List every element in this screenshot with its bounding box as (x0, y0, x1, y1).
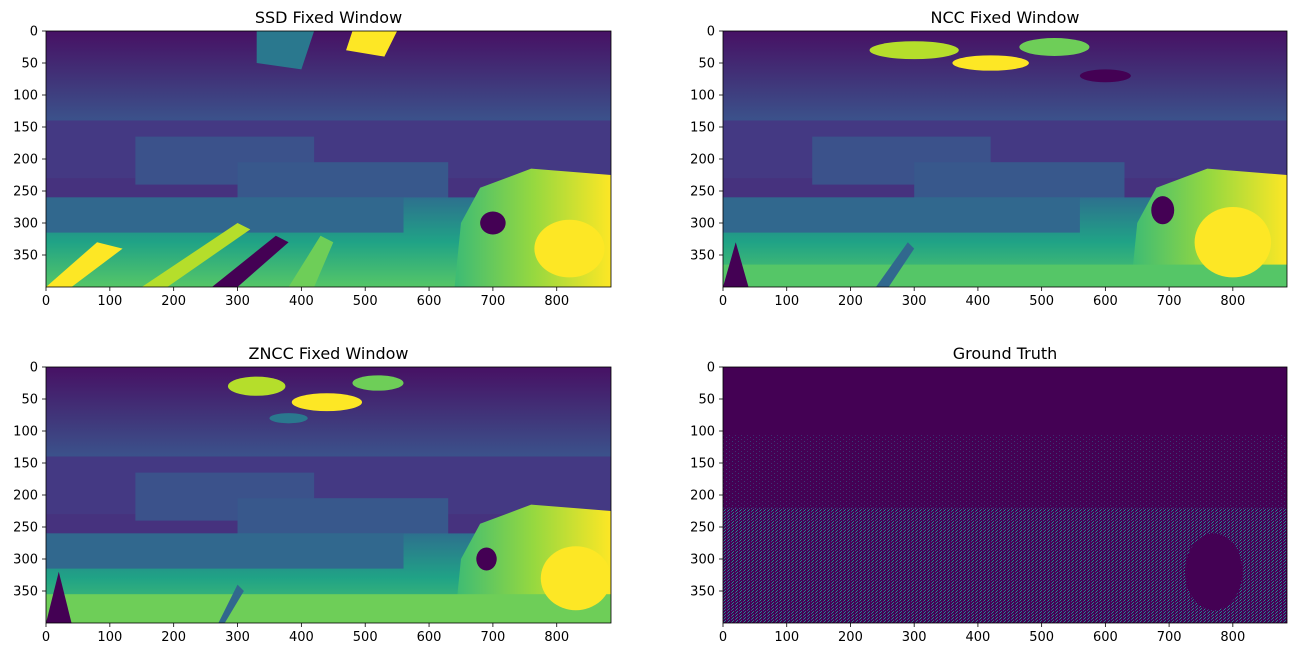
ncc-fixed-window-x-tick-label: 0 (719, 294, 727, 309)
ssd-fixed-window-y-tick-label: 150 (13, 121, 38, 136)
ground-truth-y-tick-label: 250 (690, 521, 715, 536)
zncc-fixed-window-y-tick-label: 0 (30, 361, 38, 376)
ground-truth-y-tick-label: 350 (690, 585, 715, 600)
zncc-fixed-window-x-tick-label: 800 (544, 630, 569, 645)
ncc-fixed-window-y-tick-label: 50 (698, 57, 715, 72)
ncc-fixed-window-x-tick-label: 300 (902, 294, 927, 309)
ssd-fixed-window-x-tick-label: 300 (225, 294, 250, 309)
ncc-fixed-window-x-tick-label: 400 (966, 294, 991, 309)
ground-truth-y-tick-label: 100 (690, 425, 715, 440)
ground-truth-x-tick-label: 0 (719, 630, 727, 645)
ground-truth-y-tick-label: 50 (698, 393, 715, 408)
zncc-fixed-window-y-tick-label: 250 (13, 521, 38, 536)
zncc-fixed-window-disparity-image (46, 367, 611, 623)
ncc-fixed-window-y-tick-label: 150 (690, 121, 715, 136)
ssd-fixed-window-y-tick-label: 100 (13, 89, 38, 104)
ncc-fixed-window-disparity-image (723, 31, 1287, 287)
zncc-fixed-window-x-tick-label: 600 (417, 630, 442, 645)
ssd-fixed-window-x-tick-label: 600 (417, 294, 442, 309)
ssd-fixed-window-x-tick-label: 400 (289, 294, 314, 309)
ssd-fixed-window-x-tick-label: 100 (97, 294, 122, 309)
ssd-fixed-window-y-tick-label: 200 (13, 153, 38, 168)
ncc-fixed-window-title: NCC Fixed Window (930, 8, 1079, 27)
ground-truth-disparity-image (723, 367, 1287, 623)
ssd-fixed-window-y-tick-label: 50 (21, 57, 38, 72)
zncc-fixed-window-x-tick-label: 400 (289, 630, 314, 645)
ground-truth-x-tick-label: 400 (966, 630, 991, 645)
ssd-fixed-window-x-tick-label: 500 (353, 294, 378, 309)
zncc-fixed-window-y-tick-label: 200 (13, 489, 38, 504)
ncc-fixed-window-y-tick-label: 350 (690, 249, 715, 264)
ssd-fixed-window-x-tick-label: 800 (544, 294, 569, 309)
zncc-fixed-window-x-tick-label: 200 (161, 630, 186, 645)
ssd-fixed-window-title: SSD Fixed Window (255, 8, 402, 27)
ground-truth-y-tick-label: 300 (690, 553, 715, 568)
ssd-fixed-window-y-tick-label: 350 (13, 249, 38, 264)
ncc-fixed-window-x-tick-label: 500 (1029, 294, 1054, 309)
zncc-fixed-window-x-tick-label: 0 (42, 630, 50, 645)
ncc-fixed-window-x-tick-label: 600 (1093, 294, 1118, 309)
zncc-fixed-window-y-tick-label: 50 (21, 393, 38, 408)
zncc-fixed-window-x-tick-label: 500 (353, 630, 378, 645)
ground-truth-title: Ground Truth (953, 344, 1058, 363)
ground-truth-x-tick-label: 700 (1157, 630, 1182, 645)
zncc-fixed-window-x-tick-label: 700 (480, 630, 505, 645)
ncc-fixed-window-y-tick-label: 300 (690, 217, 715, 232)
ground-truth-x-tick-label: 800 (1220, 630, 1245, 645)
ground-truth-y-tick-label: 200 (690, 489, 715, 504)
ssd-fixed-window-x-tick-label: 200 (161, 294, 186, 309)
ground-truth-x-tick-label: 100 (774, 630, 799, 645)
ssd-fixed-window-y-tick-label: 300 (13, 217, 38, 232)
ncc-fixed-window-x-tick-label: 100 (774, 294, 799, 309)
ground-truth-y-tick-label: 150 (690, 457, 715, 472)
ssd-fixed-window-y-tick-label: 0 (30, 25, 38, 40)
zncc-fixed-window-y-tick-label: 100 (13, 425, 38, 440)
ncc-fixed-window-x-tick-label: 700 (1157, 294, 1182, 309)
ground-truth-x-tick-label: 500 (1029, 630, 1054, 645)
ncc-fixed-window-x-tick-label: 800 (1220, 294, 1245, 309)
zncc-fixed-window-y-tick-label: 150 (13, 457, 38, 472)
ssd-fixed-window-x-tick-label: 700 (480, 294, 505, 309)
ncc-fixed-window-y-tick-label: 200 (690, 153, 715, 168)
zncc-fixed-window-title: ZNCC Fixed Window (249, 344, 409, 363)
ground-truth-x-tick-label: 200 (838, 630, 863, 645)
ssd-fixed-window-y-tick-label: 250 (13, 185, 38, 200)
zncc-fixed-window-x-tick-label: 100 (97, 630, 122, 645)
zncc-fixed-window-y-tick-label: 300 (13, 553, 38, 568)
ground-truth-x-tick-label: 300 (902, 630, 927, 645)
ncc-fixed-window-y-tick-label: 250 (690, 185, 715, 200)
ncc-fixed-window-y-tick-label: 0 (707, 25, 715, 40)
ssd-fixed-window-disparity-image (46, 31, 611, 287)
zncc-fixed-window-y-tick-label: 350 (13, 585, 38, 600)
zncc-fixed-window-x-tick-label: 300 (225, 630, 250, 645)
ground-truth-x-tick-label: 600 (1093, 630, 1118, 645)
panel-ground-truth: Ground Truth 0 100 200 300 400 500 600 700 800 0 50… (690, 344, 1288, 645)
ground-truth-y-tick-label: 0 (707, 361, 715, 376)
ssd-fixed-window-x-tick-label: 0 (42, 294, 50, 309)
ncc-fixed-window-x-tick-label: 200 (838, 294, 863, 309)
ncc-fixed-window-y-tick-label: 100 (690, 89, 715, 104)
